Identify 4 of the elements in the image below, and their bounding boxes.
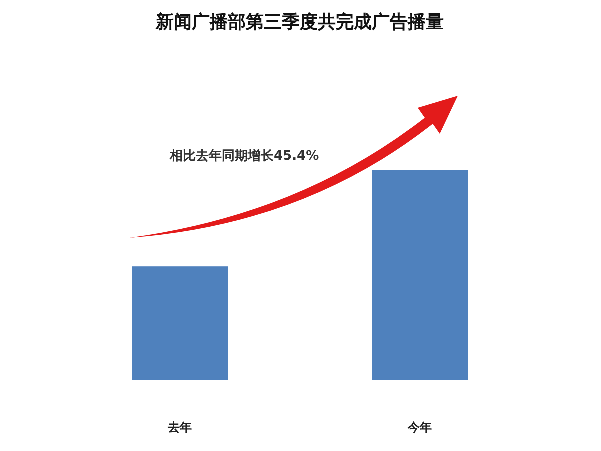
x-tick-label: 今年: [407, 420, 432, 435]
chart-title: 新闻广播部第三季度共完成广告播量: [155, 12, 444, 33]
x-tick-label: 去年: [167, 420, 192, 435]
text: 相比去年同期增长45.4%: [169, 149, 320, 164]
